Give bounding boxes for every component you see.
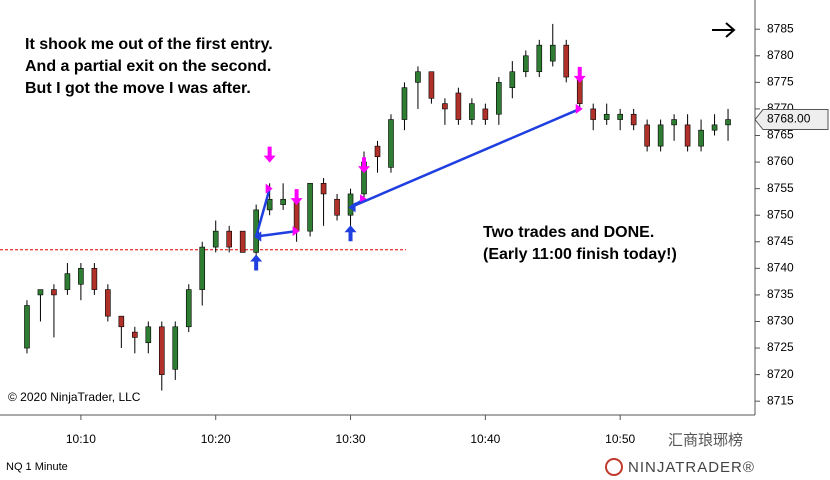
candle-body — [320, 183, 327, 195]
y-tick-label: 8760 — [767, 154, 794, 168]
trade-line — [255, 229, 297, 238]
entry-marker — [348, 202, 356, 213]
entry-marker — [254, 231, 262, 242]
candle-body — [266, 198, 273, 211]
candle-body — [603, 113, 610, 120]
brand-logo — [605, 458, 623, 476]
candle-body — [212, 230, 219, 248]
candle-body — [590, 108, 597, 120]
candle-body — [711, 124, 718, 131]
candle-body — [563, 44, 570, 78]
candle-body — [118, 315, 125, 328]
candle-body — [455, 92, 462, 120]
y-tick-label: 8755 — [767, 181, 794, 195]
candle-body — [78, 268, 84, 285]
y-tick-label: 8765 — [767, 128, 794, 142]
y-tick-label: 8775 — [767, 75, 794, 89]
candle-body — [307, 183, 313, 232]
exit-arrow — [263, 146, 276, 163]
x-tick-label: 10:40 — [470, 432, 500, 446]
y-tick-label: 8740 — [767, 261, 794, 275]
annotation: And a partial exit on the second. — [25, 58, 271, 75]
candle-body — [725, 119, 731, 126]
candle-body — [388, 119, 394, 168]
candle-body — [37, 289, 44, 296]
candle-body — [442, 103, 448, 110]
y-tick-label: 8725 — [767, 340, 794, 354]
annotation: It shook me out of the first entry. — [25, 36, 273, 53]
last-price-label: 8768.00 — [767, 112, 811, 126]
candle-body — [64, 273, 71, 290]
copyright: © 2020 NinjaTrader, LLC — [8, 390, 141, 404]
candle-body — [199, 246, 206, 290]
candle-body — [132, 331, 138, 338]
candle-body — [469, 103, 475, 120]
y-tick-label: 8750 — [767, 207, 794, 221]
candle-body — [482, 108, 489, 120]
entry-arrow — [250, 254, 263, 271]
exit-marker — [575, 103, 583, 114]
y-tick-label: 8780 — [767, 48, 794, 62]
candle-body — [698, 129, 704, 147]
exit-marker — [292, 226, 300, 237]
candle-body — [334, 198, 340, 216]
y-tick-label: 8720 — [767, 367, 794, 381]
candle-body — [630, 113, 637, 126]
candle-body — [684, 124, 691, 147]
candle-body — [239, 230, 246, 253]
trade-line — [350, 107, 581, 209]
candle-body — [523, 55, 529, 73]
trade-line — [254, 188, 271, 237]
candle-body — [91, 268, 98, 290]
entry-arrow — [344, 225, 357, 242]
instrument-label: NQ 1 Minute — [6, 461, 68, 473]
candle-body — [415, 71, 421, 83]
y-tick-label: 8785 — [767, 21, 794, 35]
y-tick-label: 8730 — [767, 314, 794, 328]
x-tick-label: 10:50 — [605, 432, 635, 446]
y-tick-label: 8745 — [767, 234, 794, 248]
candle-body — [145, 326, 152, 344]
watermark: 汇商琅琊榜 — [668, 432, 743, 449]
x-tick-label: 10:20 — [201, 432, 231, 446]
candle-body — [657, 124, 664, 147]
candle-body — [158, 326, 165, 375]
candle-body — [24, 305, 30, 349]
candle-body — [374, 145, 381, 158]
brand: NINJATRADER® — [628, 459, 755, 476]
y-tick-label: 8735 — [767, 287, 794, 301]
candle-body — [671, 119, 677, 126]
candle-body — [549, 44, 556, 62]
exit-arrow — [290, 189, 303, 206]
candle-body — [509, 71, 516, 88]
candle-body — [280, 198, 286, 205]
candle-body — [401, 87, 408, 120]
candle-body — [105, 289, 111, 317]
annotation: But I got the move I was after. — [25, 80, 251, 97]
exit-arrow — [358, 157, 371, 174]
candle-body — [644, 124, 650, 147]
exit-arrow — [573, 66, 586, 83]
candle-body — [185, 289, 192, 328]
candle-body — [428, 71, 435, 99]
candle-body — [226, 230, 232, 248]
x-tick-label: 10:10 — [66, 432, 96, 446]
candle-body — [617, 113, 623, 120]
candle-body — [51, 289, 57, 296]
last-price-box — [754, 109, 829, 131]
exit-marker — [265, 183, 273, 194]
candle-body — [172, 326, 179, 370]
arrow-icon[interactable] — [712, 22, 736, 38]
candle-body — [496, 82, 502, 115]
x-tick-label: 10:30 — [336, 432, 366, 446]
candle-body — [536, 44, 543, 73]
annotation: (Early 11:00 finish today!) — [483, 246, 677, 263]
annotation: Two trades and DONE. — [483, 224, 654, 241]
y-tick-label: 8715 — [767, 393, 794, 407]
